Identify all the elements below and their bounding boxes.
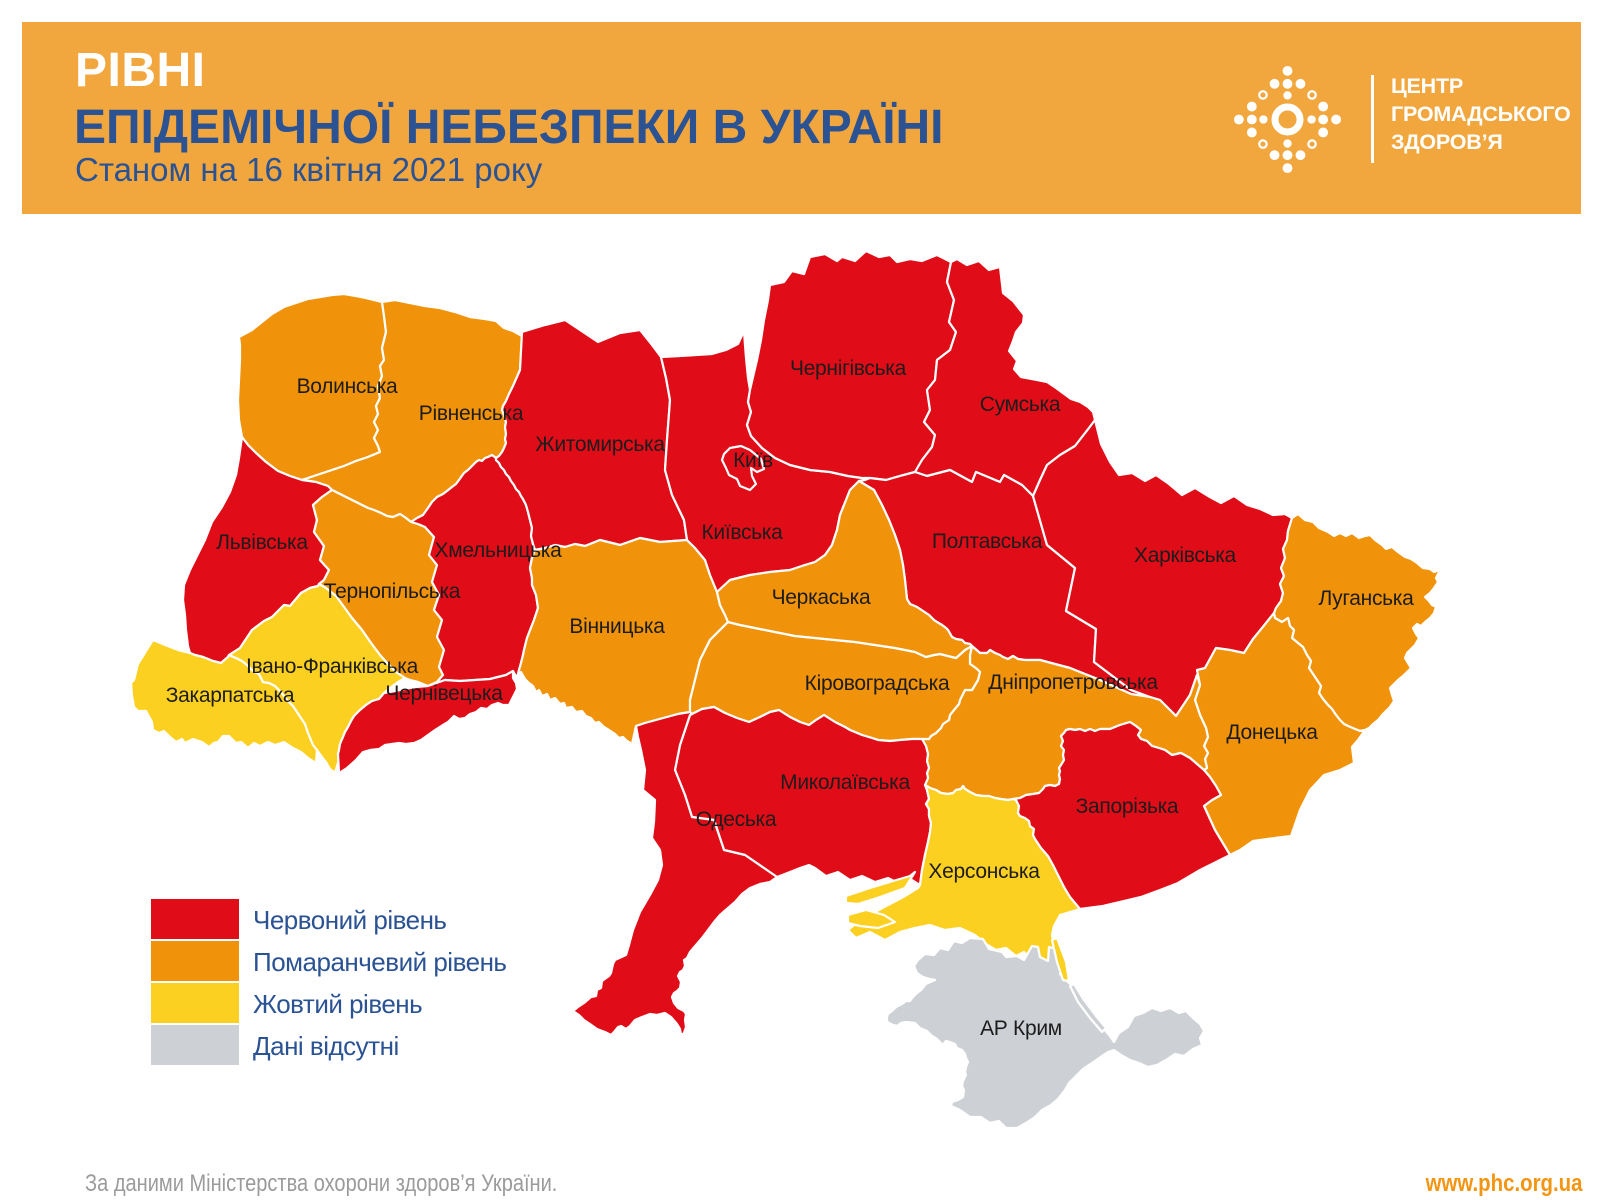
svg-text:Дніпропетровська: Дніпропетровська <box>988 671 1158 694</box>
svg-text:Житомирська: Житомирська <box>535 433 665 456</box>
svg-text:Кіровоградська: Кіровоградська <box>805 672 950 695</box>
svg-text:Миколаївська: Миколаївська <box>780 771 910 794</box>
svg-text:АР Крим: АР Крим <box>980 1017 1062 1040</box>
svg-text:Київська: Київська <box>701 521 783 544</box>
svg-text:Черкаська: Черкаська <box>772 586 871 609</box>
svg-text:Хмельницька: Хмельницька <box>435 539 563 562</box>
svg-text:Луганська: Луганська <box>1318 587 1414 610</box>
svg-text:Волинська: Волинська <box>297 375 398 398</box>
svg-text:Вінницька: Вінницька <box>569 615 665 638</box>
svg-text:Сумська: Сумська <box>980 393 1061 416</box>
svg-text:Закарпатська: Закарпатська <box>166 684 295 707</box>
svg-text:Тернопільська: Тернопільська <box>324 580 461 603</box>
svg-text:Івано-Франківська: Івано-Франківська <box>246 655 419 678</box>
svg-text:Київ: Київ <box>733 449 773 472</box>
svg-text:Одеська: Одеська <box>696 808 777 831</box>
svg-text:Херсонська: Херсонська <box>928 860 1040 883</box>
svg-text:Львівська: Львівська <box>216 531 308 554</box>
svg-text:Рівненська: Рівненська <box>419 402 524 425</box>
svg-text:Полтавська: Полтавська <box>932 530 1043 553</box>
svg-text:Харківська: Харківська <box>1134 544 1237 567</box>
svg-text:Донецька: Донецька <box>1226 721 1318 744</box>
svg-text:Чернігівська: Чернігівська <box>790 357 907 380</box>
svg-text:Чернівецька: Чернівецька <box>385 682 503 705</box>
svg-text:Запорізька: Запорізька <box>1076 795 1179 818</box>
